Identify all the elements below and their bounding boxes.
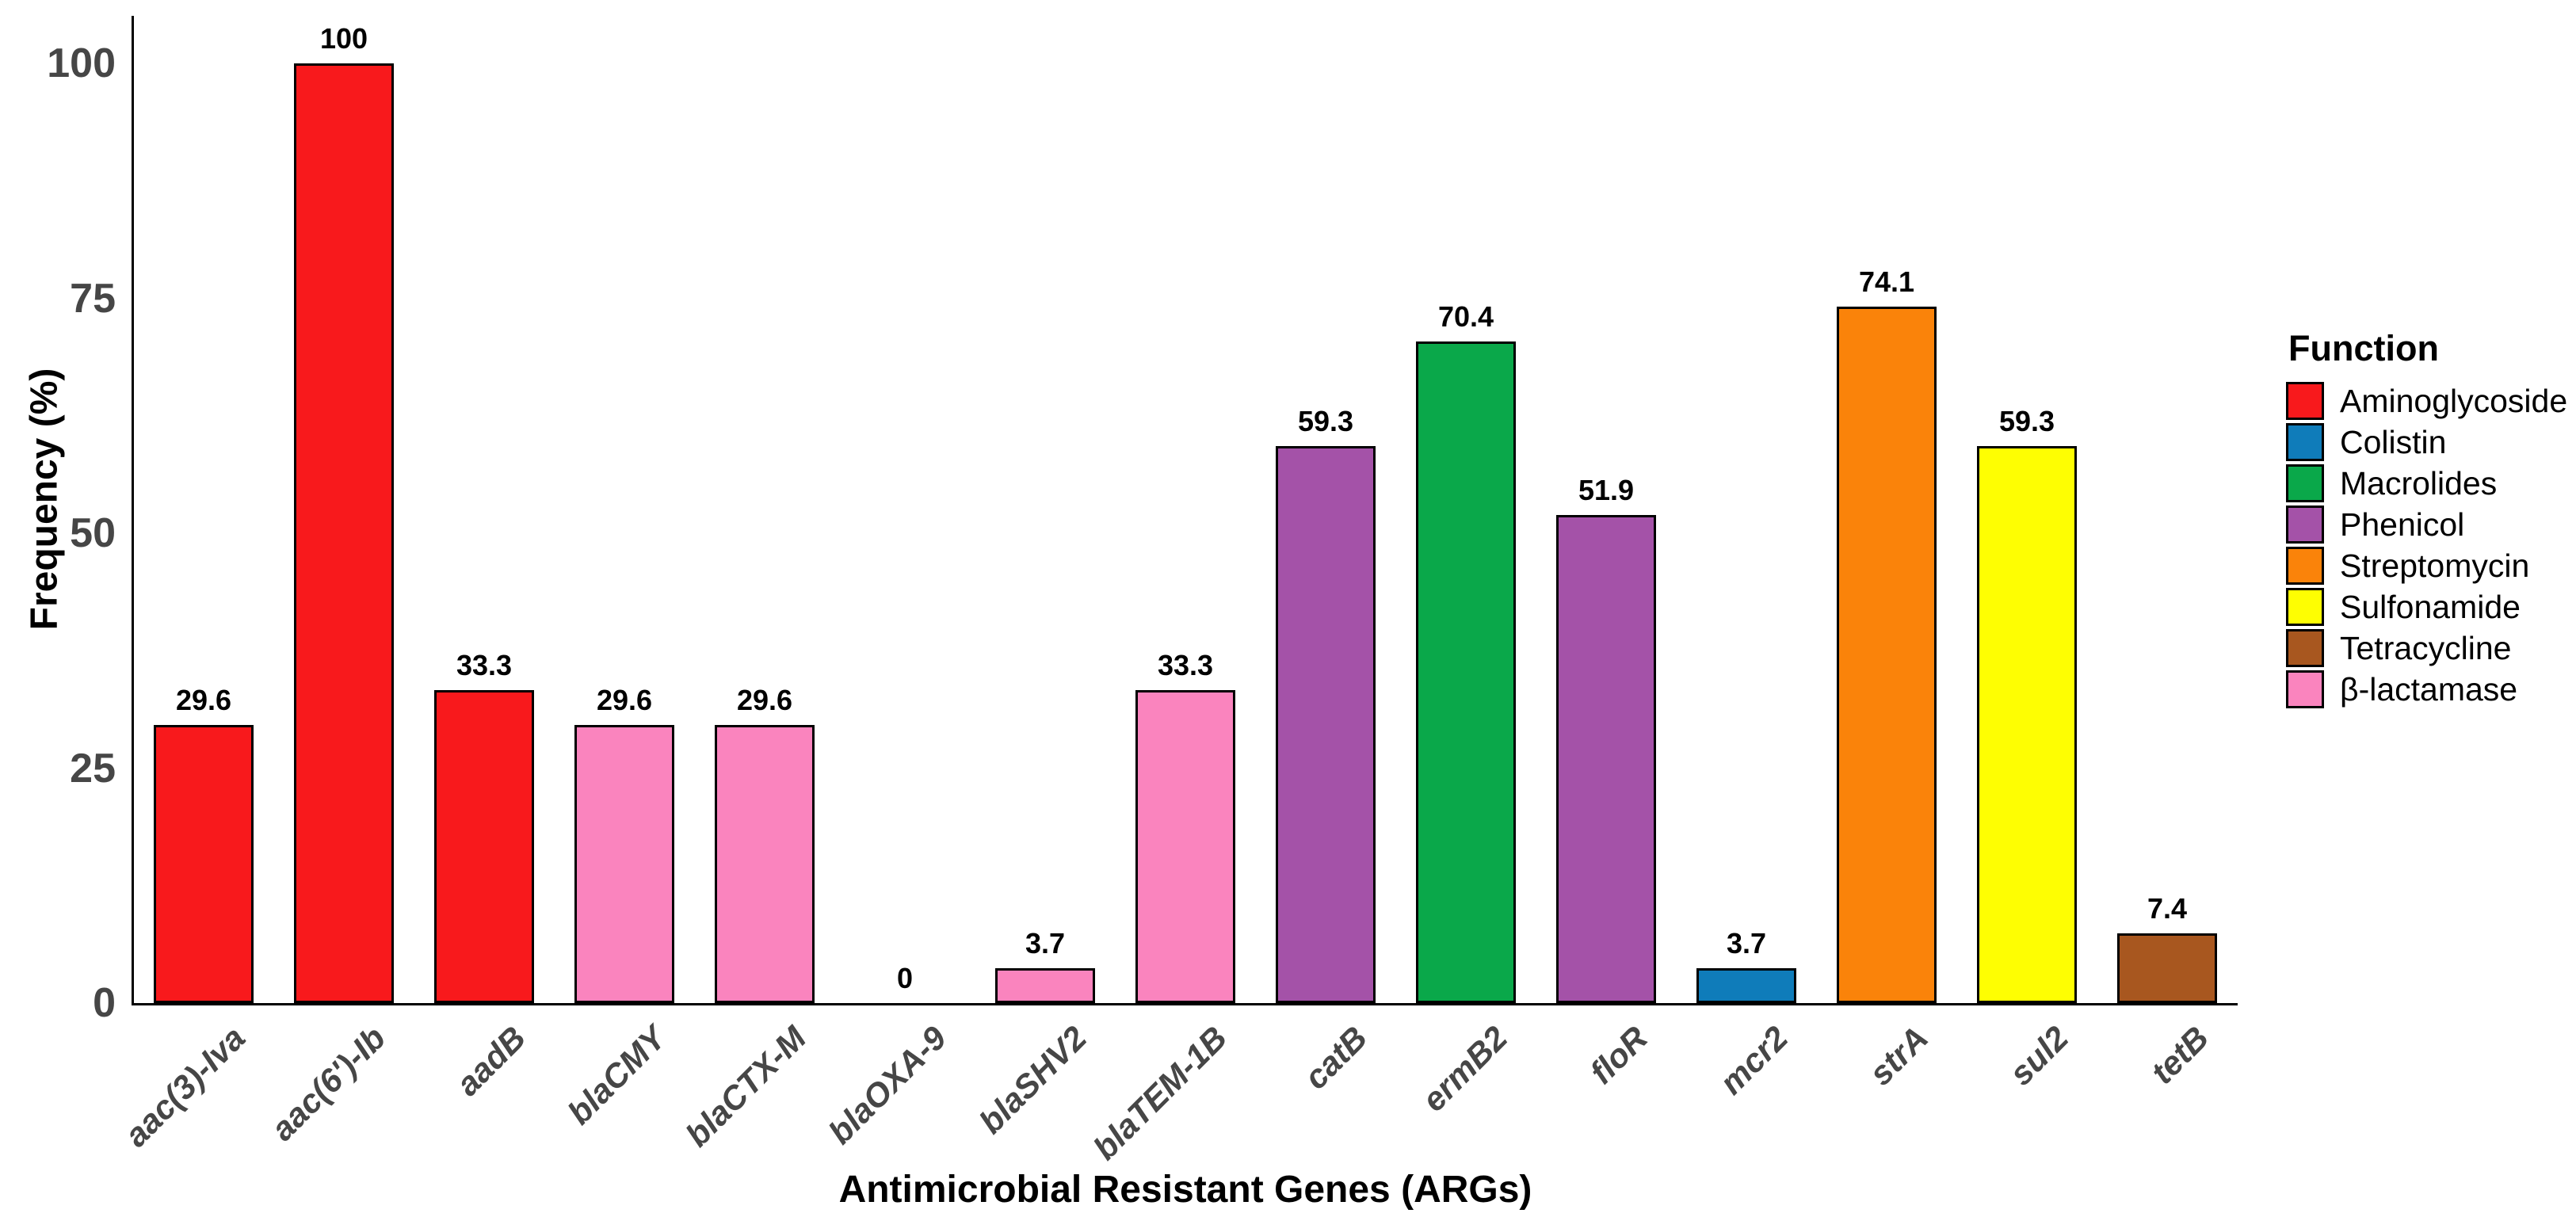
- x-tick-label: floR: [1582, 1019, 1655, 1091]
- y-tick-label: 0: [93, 980, 116, 1026]
- y-axis-title: Frequency (%): [23, 368, 66, 631]
- x-axis-line: [132, 1003, 2238, 1005]
- bar-value-label: 51.9: [1578, 474, 1635, 506]
- legend-label: Colistin: [2340, 423, 2447, 460]
- y-tick-label: 25: [70, 745, 116, 792]
- bar: [1696, 968, 1796, 1003]
- x-axis-title: Antimicrobial Resistant Genes (ARGs): [838, 1169, 1532, 1211]
- x-tick-label: blaSHV2: [971, 1019, 1094, 1141]
- bar: [1837, 307, 1937, 1003]
- x-tick-label: mcr2: [1712, 1019, 1796, 1102]
- bar: [715, 725, 815, 1003]
- x-tick-label: strA: [1861, 1019, 1936, 1093]
- legend-item: Sulfonamide: [2286, 588, 2567, 626]
- x-tick-label: blaOXA-9: [821, 1019, 954, 1151]
- legend-item: Macrolides: [2286, 464, 2567, 502]
- bar-value-label: 7.4: [2147, 892, 2188, 925]
- legend-swatch: [2286, 629, 2324, 667]
- x-tick-label: catB: [1296, 1019, 1375, 1097]
- x-tick-label: ermB2: [1414, 1019, 1515, 1119]
- bar-value-label: 3.7: [1726, 927, 1767, 959]
- legend-item: Streptomycin: [2286, 547, 2567, 585]
- bar-value-label: 29.6: [736, 684, 793, 716]
- bar-value-label: 29.6: [175, 684, 232, 716]
- legend-swatch: [2286, 588, 2324, 626]
- x-tick-label: blaTEM-1B: [1086, 1019, 1235, 1167]
- legend-label: Sulfonamide: [2340, 588, 2521, 625]
- x-tick-label: aadB: [448, 1019, 533, 1103]
- x-tick-label: sul2: [2002, 1019, 2076, 1093]
- x-tick-label: aac(3)-Iva: [116, 1019, 253, 1154]
- legend-item: Phenicol: [2286, 505, 2567, 544]
- bar-value-label: 29.6: [596, 684, 653, 716]
- y-tick-label: 75: [70, 275, 116, 322]
- bar: [1556, 515, 1656, 1003]
- legend-label: Streptomycin: [2340, 547, 2530, 584]
- bar-value-label: 74.1: [1858, 265, 1915, 298]
- legend-item: Colistin: [2286, 423, 2567, 461]
- bar-value-label: 33.3: [1157, 649, 1214, 681]
- legend-swatch: [2286, 464, 2324, 502]
- legend-label: Phenicol: [2340, 505, 2465, 543]
- bar: [995, 968, 1095, 1003]
- legend-item: Aminoglycoside: [2286, 382, 2567, 420]
- legend-swatch: [2286, 547, 2324, 585]
- bar: [1416, 341, 1516, 1003]
- x-tick-label: tetB: [2143, 1019, 2216, 1091]
- bar: [1276, 446, 1376, 1003]
- bar-value-label: 59.3: [1998, 405, 2055, 437]
- bar: [1977, 446, 2077, 1003]
- bar-value-label: 0: [896, 962, 914, 994]
- legend-swatch: [2286, 382, 2324, 420]
- bar-value-label: 3.7: [1025, 927, 1066, 959]
- bar-value-label: 70.4: [1437, 300, 1494, 333]
- legend-label: Macrolides: [2340, 464, 2498, 502]
- legend-item: β-lactamase: [2286, 670, 2567, 708]
- legend-label: β-lactamase: [2340, 670, 2518, 708]
- y-tick-label: 100: [47, 40, 116, 86]
- bar: [1135, 690, 1235, 1003]
- legend-item: Tetracycline: [2286, 629, 2567, 667]
- legend: Function Aminoglycoside Colistin Macrolide…: [2286, 328, 2567, 712]
- bar-value-label: 100: [319, 22, 368, 55]
- legend-swatch: [2286, 670, 2324, 708]
- legend-label: Aminoglycoside: [2340, 382, 2568, 419]
- legend-label: Tetracycline: [2340, 629, 2512, 666]
- x-tick-label: blaCTX-M: [678, 1019, 814, 1154]
- y-tick-label: 50: [70, 510, 116, 556]
- bar: [574, 725, 674, 1003]
- bar: [154, 725, 254, 1003]
- legend-swatch: [2286, 505, 2324, 544]
- bar: [2117, 933, 2217, 1003]
- y-axis-line: [132, 16, 134, 1005]
- bar: [294, 63, 394, 1003]
- legend-items: Aminoglycoside Colistin Macrolides Phenicol…: [2286, 382, 2567, 708]
- bar: [434, 690, 534, 1003]
- legend-swatch: [2286, 423, 2324, 461]
- x-tick-label: aac(6')-Ib: [263, 1019, 393, 1148]
- x-tick-label: blaCMY: [560, 1019, 674, 1132]
- bar-value-label: 33.3: [456, 649, 513, 681]
- legend-title: Function: [2288, 328, 2439, 368]
- bar-value-label: 59.3: [1297, 405, 1354, 437]
